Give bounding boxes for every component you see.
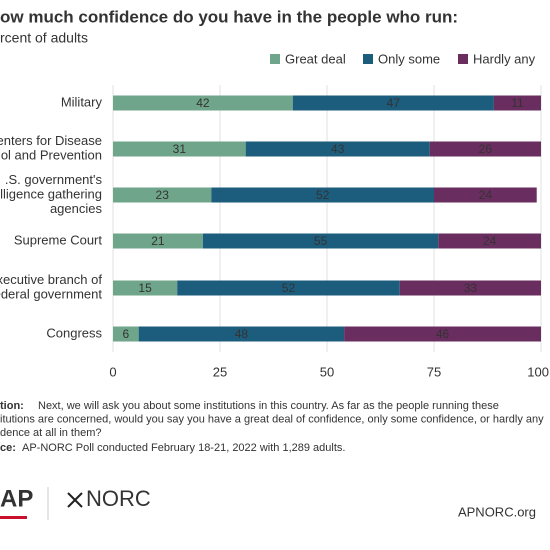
x-tick-label: 0 [109, 364, 116, 379]
logo-ap: AP [0, 485, 33, 512]
legend-label: Hardly any [473, 51, 536, 66]
bar-segment [113, 280, 178, 296]
logo-norc: NORC [86, 486, 151, 511]
bar-segment [211, 187, 434, 203]
logo-underline [0, 516, 27, 519]
category-label: Supreme Court [14, 232, 103, 247]
legend-swatch [458, 54, 468, 64]
value-label: 52 [316, 188, 330, 202]
legend-label: Great deal [285, 51, 346, 66]
bar-segment [177, 280, 400, 296]
value-label: 26 [479, 142, 493, 156]
category-label: Congress [46, 325, 102, 340]
value-label: 46 [436, 327, 450, 341]
value-label: 47 [387, 96, 401, 110]
x-tick-label: 100 [527, 364, 549, 379]
source-text: AP-NORC Poll conducted February 18-21, 2… [22, 442, 345, 454]
bar-segment [113, 326, 139, 342]
bar-segment [113, 141, 246, 157]
value-label: 48 [235, 327, 249, 341]
bar-segment [429, 141, 541, 157]
value-label: 31 [173, 142, 187, 156]
chart-title: ow much confidence do you have in the pe… [0, 7, 458, 26]
bar-segment [344, 326, 541, 342]
value-label: 33 [464, 281, 478, 295]
value-label: 24 [479, 188, 493, 202]
bar-segment [202, 233, 439, 249]
category-label: agencies [50, 201, 103, 216]
note-line: dence at all in them? [0, 427, 102, 439]
value-label: 52 [282, 281, 296, 295]
bar-segment [138, 326, 345, 342]
value-label: 15 [138, 281, 152, 295]
value-label: 21 [151, 234, 165, 248]
logo-mark [67, 492, 83, 508]
value-label: 24 [483, 234, 497, 248]
legend-label: Only some [378, 51, 440, 66]
x-tick-label: 75 [427, 364, 441, 379]
bar-segment [493, 95, 541, 111]
chart-subtitle: rcent of adults [0, 30, 88, 46]
note-label: tion: [0, 400, 24, 412]
bar-segment [113, 187, 212, 203]
x-tick-label: 50 [320, 364, 334, 379]
bar-segment [399, 280, 541, 296]
bar-segment [245, 141, 430, 157]
value-label: 23 [156, 188, 170, 202]
category-label: enters for Disease [0, 133, 102, 148]
bar-segment [292, 95, 494, 111]
legend-swatch [270, 54, 280, 64]
category-label: elligence gathering [0, 186, 102, 201]
source-label: ce: [0, 442, 16, 454]
note-line: Next, we will ask you about some institu… [38, 400, 499, 412]
legend-swatch [363, 54, 373, 64]
value-label: 6 [122, 327, 129, 341]
value-label: 43 [331, 142, 345, 156]
bar-segment [438, 233, 541, 249]
value-label: 55 [314, 234, 328, 248]
x-tick-label: 25 [213, 364, 227, 379]
category-label: .S. government's [5, 172, 103, 187]
note-line: itutions are concerned, would you say yo… [0, 413, 544, 425]
bar-segment [434, 187, 537, 203]
category-label: xecutive branch of [0, 272, 102, 287]
bar-segment [113, 233, 203, 249]
category-label: ederal government [0, 287, 102, 302]
url: APNORC.org [458, 504, 536, 519]
value-label: 42 [196, 96, 210, 110]
category-label: ol and Prevention [1, 148, 102, 163]
category-label: Military [61, 94, 103, 109]
value-label: 11 [511, 96, 524, 110]
bar-segment [113, 95, 293, 111]
